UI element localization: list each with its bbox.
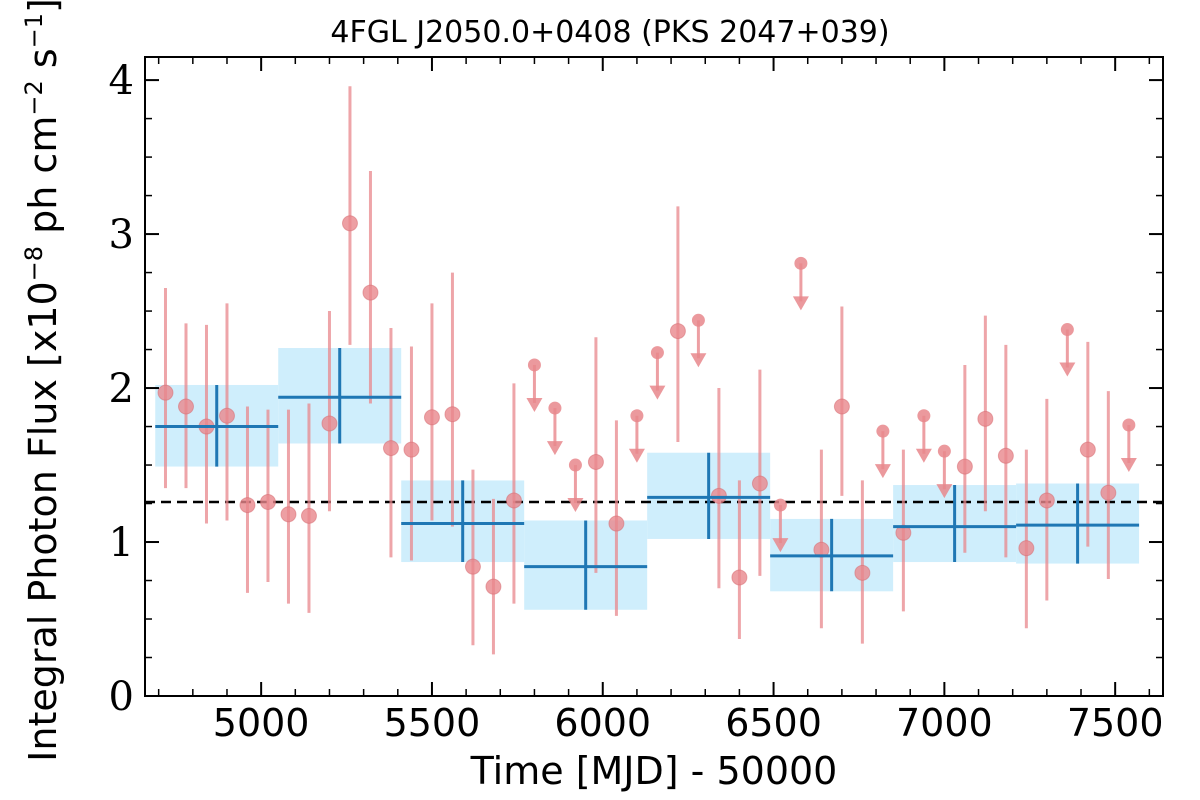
upper-limit-arrow [628,448,645,463]
upper-limit-marker [773,498,787,512]
y-tick-label: 3 [109,212,134,258]
data-point [669,323,686,340]
upper-limit-arrow [567,498,584,513]
y-axis-label-exponent: −2 [20,80,48,115]
x-tick-label: 5500 [384,701,481,745]
data-point [341,215,358,232]
y-axis-label-exponent: −8 [20,246,48,281]
y-axis-label-exponent: −1 [20,13,48,48]
data-point [751,475,768,492]
y-tick-label: 1 [109,520,134,566]
data-point [423,409,440,426]
data-point [1100,484,1117,501]
data-point [403,441,420,458]
upper-limit-arrow [690,353,707,368]
x-tick-label: 6000 [554,701,651,745]
upper-limit-arrow [526,397,543,412]
data-point [833,398,850,415]
data-point [956,458,973,475]
x-axis-label: Time [MJD] - 50000 [470,749,838,793]
data-point [444,406,461,423]
data-point [321,415,338,432]
data-point [218,407,235,424]
data-point [382,440,399,457]
data-point [505,492,522,509]
y-tick-label: 0 [109,674,134,720]
upper-limit-arrow [915,448,932,463]
x-tick-label: 7000 [896,701,993,745]
x-tick-label: 7500 [1067,701,1164,745]
x-tick-label: 5000 [213,701,310,745]
upper-limit-arrow [936,484,953,499]
data-point [1018,540,1035,557]
data-point [280,506,297,523]
upper-limit-marker [876,424,890,438]
y-axis-label-part: ] [21,0,65,13]
data-point [1079,441,1096,458]
data-point [997,447,1014,464]
data-point [587,453,604,470]
data-point [362,284,379,301]
data-point [854,564,871,581]
upper-limit-marker [548,401,562,415]
y-axis-label-part: Integral Photon Flux [x10 [21,281,65,762]
bin-estimates [155,348,1140,610]
data-point [485,578,502,595]
upper-limit-marker [794,256,808,270]
data-point [977,410,994,427]
y-axis-label: Integral Photon Flux [x10−8 ph cm−2 s−1] [20,0,65,762]
upper-limit-arrow [1059,362,1076,377]
bin-bands [155,348,1140,610]
upper-limit-arrow [772,538,789,553]
data-point [731,569,748,586]
y-tick-label: 4 [109,58,134,104]
data-point [1038,492,1055,509]
upper-limit-marker [650,346,664,360]
data-point [710,487,727,504]
y-axis-label-part: ph cm [21,116,65,246]
upper-limit-marker [527,358,541,372]
axes: 5000 5500 6000 6500 7000 7500 0 1 2 3 4 [109,56,1164,745]
upper-limit-marker [937,444,951,458]
upper-limit-marker [568,458,582,472]
upper-limit-marker [917,409,931,423]
upper-limit-arrow [874,464,891,479]
chart-title: 4FGL J2050.0+0408 (PKS 2047+039) [330,15,889,50]
data-point [259,493,276,510]
data-point [464,558,481,575]
data-point [608,515,625,532]
data-point [157,384,174,401]
data-points [157,86,1137,655]
upper-limit-marker [1122,418,1136,432]
upper-limit-arrow [792,296,809,311]
upper-limit-marker [1060,323,1074,337]
y-tick-label: 2 [109,366,134,412]
x-tick-label: 6500 [725,701,822,745]
upper-limit-marker [630,409,644,423]
data-point [239,497,256,514]
upper-limit-marker [691,313,705,327]
plot-frame [144,56,1164,697]
data-point [300,507,317,524]
upper-limit-arrow [1120,458,1137,473]
y-axis-label-part: s [21,48,65,80]
upper-limit-arrow [546,441,563,456]
upper-limit-arrow [649,385,666,400]
data-point [177,398,194,415]
